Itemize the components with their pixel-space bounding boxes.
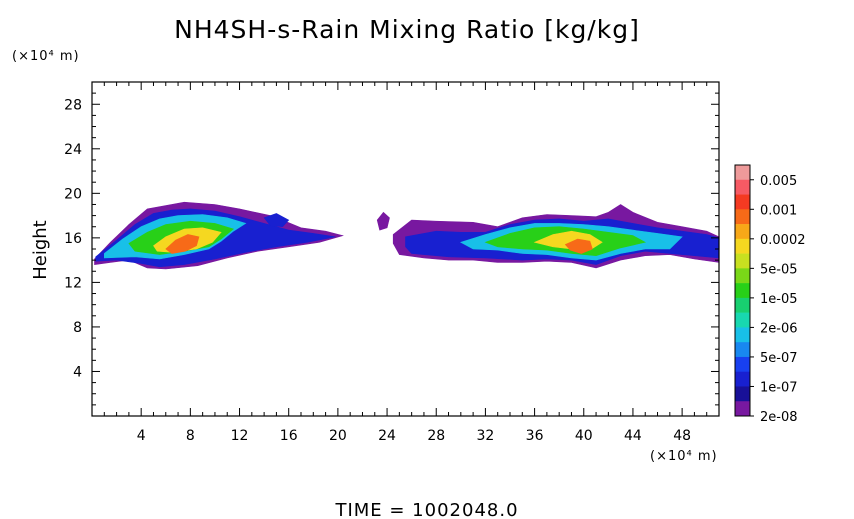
colorbar-frame bbox=[734, 164, 751, 417]
x-tick-label: 24 bbox=[378, 428, 396, 444]
y-tick-label: 16 bbox=[64, 231, 82, 247]
colorbar-swatch bbox=[735, 386, 750, 402]
y-axis-unit: (×10⁴ m) bbox=[12, 49, 80, 64]
colorbar-swatch bbox=[735, 238, 750, 254]
x-tick-label: 32 bbox=[476, 428, 494, 444]
x-tick-label: 12 bbox=[231, 428, 249, 444]
x-tick-label: 16 bbox=[280, 428, 298, 444]
colorbar-swatch bbox=[735, 327, 750, 343]
contour-regions bbox=[94, 201, 720, 270]
x-tick-label: 28 bbox=[427, 428, 445, 444]
colorbar-label: 5e-05 bbox=[760, 262, 798, 277]
colorbar-label: 5e-07 bbox=[760, 351, 798, 366]
x-tick-label: 40 bbox=[575, 428, 593, 444]
colorbar-swatch bbox=[735, 297, 750, 313]
y-axis-label: Height bbox=[30, 220, 51, 280]
contour-region-13 bbox=[564, 238, 593, 254]
colorbar-label: 2e-06 bbox=[760, 321, 798, 336]
x-tick-label: 8 bbox=[186, 428, 195, 444]
plot-area bbox=[91, 81, 720, 417]
colorbar-swatch bbox=[735, 194, 750, 210]
colorbar-swatch bbox=[735, 165, 750, 181]
y-tick-label: 8 bbox=[73, 320, 82, 336]
colorbar-swatch bbox=[735, 224, 750, 240]
x-tick-label: 36 bbox=[526, 428, 544, 444]
y-tick-label: 28 bbox=[64, 97, 82, 113]
colorbar-swatch bbox=[735, 209, 750, 225]
colorbar-swatch bbox=[735, 371, 750, 387]
colorbar bbox=[734, 164, 751, 417]
y-tick-labels: 4 8 12 16 20 24 28 bbox=[64, 97, 82, 380]
time-label: TIME = 1002048.0 bbox=[334, 500, 518, 519]
colorbar-swatch bbox=[735, 401, 750, 417]
colorbar-labels: 0.005 0.001 0.0002 5e-05 1e-05 2e-06 5e-07 1e-0… bbox=[750, 174, 806, 425]
x-tick-label: 44 bbox=[624, 428, 642, 444]
colorbar-swatch bbox=[735, 342, 750, 358]
colorbar-swatch bbox=[735, 268, 750, 284]
x-tick-label: 48 bbox=[673, 428, 691, 444]
colorbar-label: 0.0002 bbox=[760, 233, 806, 248]
colorbar-label: 1e-05 bbox=[760, 292, 798, 307]
x-tick-label: 4 bbox=[137, 428, 146, 444]
colorbar-swatch bbox=[735, 283, 750, 299]
chart-title: NH4SH-s-Rain Mixing Ratio [kg/kg] bbox=[174, 15, 640, 44]
x-tick-label: 20 bbox=[329, 428, 347, 444]
colorbar-swatch bbox=[735, 253, 750, 269]
contour-region-7 bbox=[376, 211, 390, 231]
contour-region-6 bbox=[263, 213, 290, 228]
colorbar-label: 0.001 bbox=[760, 203, 797, 218]
colorbar-swatch bbox=[735, 356, 750, 373]
x-axis-unit: (×10⁴ m) bbox=[650, 449, 718, 464]
contour-region-5 bbox=[165, 234, 200, 254]
colorbar-swatch bbox=[735, 312, 750, 328]
y-tick-label: 4 bbox=[73, 364, 82, 380]
colorbar-label: 1e-07 bbox=[760, 380, 798, 395]
axis-ticks bbox=[92, 82, 719, 416]
y-tick-label: 12 bbox=[64, 275, 82, 291]
y-tick-label: 24 bbox=[64, 142, 82, 158]
x-tick-labels: 4 8 12 16 20 24 28 32 36 40 44 48 bbox=[137, 428, 691, 444]
colorbar-swatch bbox=[735, 179, 750, 195]
y-tick-label: 20 bbox=[64, 186, 82, 202]
colorbar-label: 2e-08 bbox=[760, 410, 798, 425]
colorbar-label: 0.005 bbox=[760, 174, 797, 189]
